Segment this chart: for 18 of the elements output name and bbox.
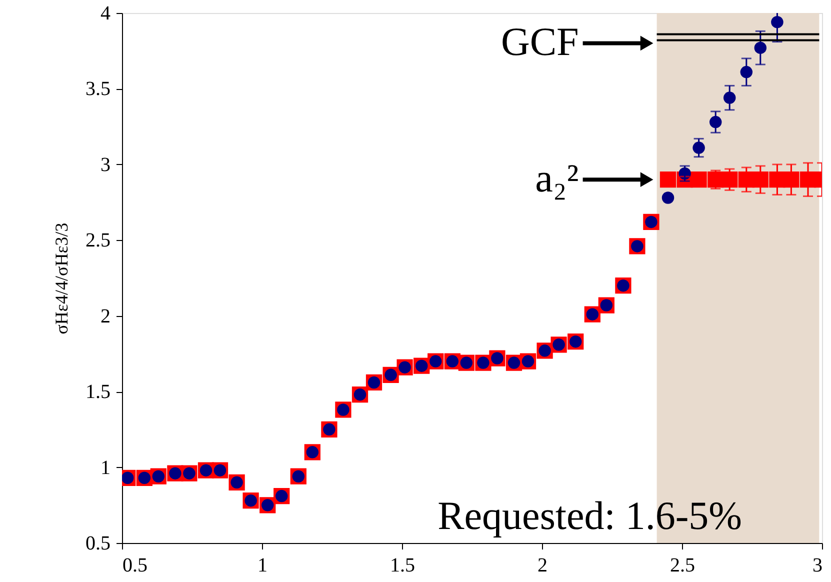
y-tick-label: 3: [100, 154, 110, 176]
y-tick-label: 2.5: [86, 230, 110, 252]
annotation: Requested: 1.6-5%: [438, 493, 742, 538]
annotation: a₂²: [535, 156, 579, 201]
y-tick-label: 0.5: [86, 532, 110, 554]
ref-line-label: GCF: [500, 19, 579, 64]
y-axis-title: σHε4/4/σHε3/3: [52, 222, 72, 334]
y-tick-label: 1: [100, 456, 110, 479]
y-tick-label: 4: [100, 2, 110, 24]
x-tick-label: 2.5: [670, 554, 695, 576]
x-tick-label: 1: [258, 554, 268, 576]
x-tick-label: 2: [538, 554, 548, 576]
y-tick-label: 3.5: [86, 78, 110, 100]
y-tick-label: 2: [100, 305, 110, 328]
x-tick-label: 0.5: [122, 554, 148, 576]
x-tick-label: 1.5: [390, 554, 415, 576]
y-tick-label: 1.5: [86, 381, 110, 404]
x-tick-label: 3: [812, 554, 822, 576]
